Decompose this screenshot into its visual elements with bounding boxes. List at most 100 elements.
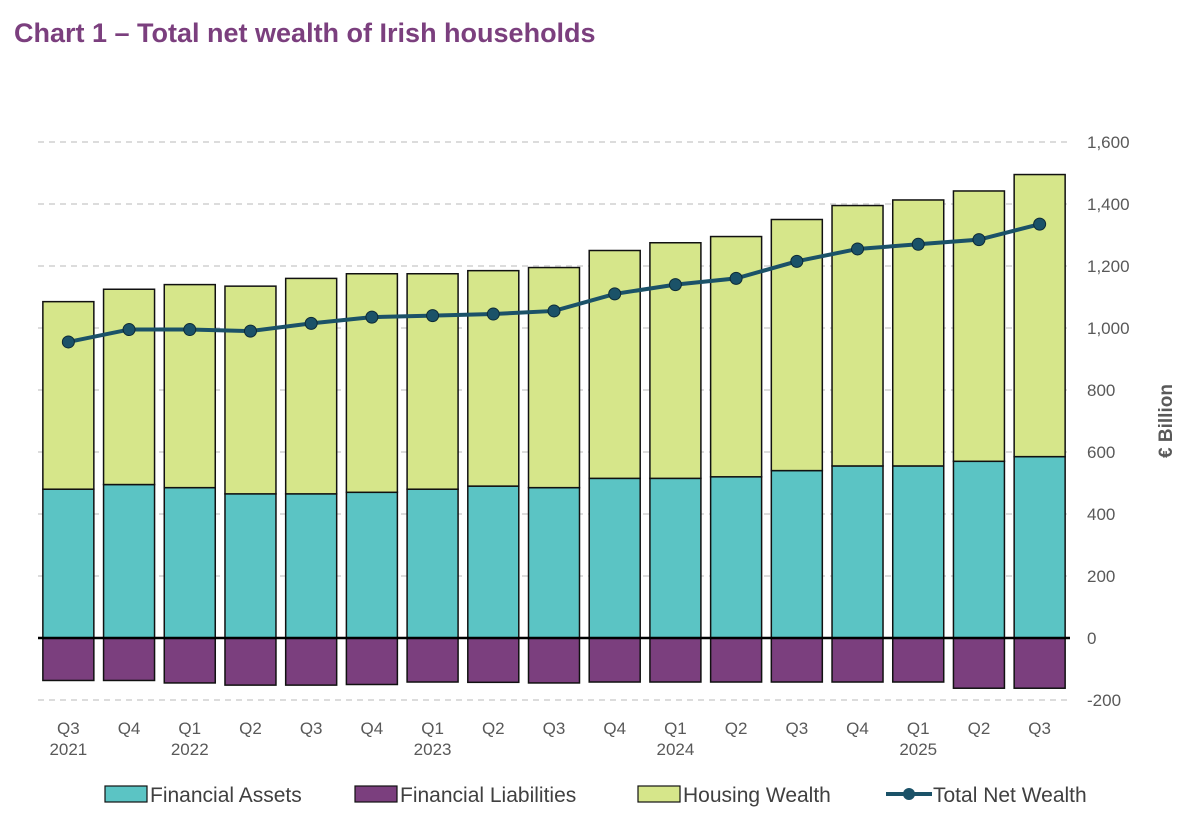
net-wealth-point: [790, 254, 804, 268]
y-tick-label: -200: [1087, 691, 1121, 710]
bar-financial-liabilities: [284, 637, 338, 686]
net-wealth-point: [608, 287, 622, 301]
legend-label-housing-wealth: Housing Wealth: [683, 784, 831, 807]
bar-housing-wealth: [406, 273, 459, 490]
bar-housing-wealth: [284, 277, 338, 495]
x-tick-label: Q3 2021: [49, 719, 87, 759]
legend: Financial Assets Financial Liabilities Hou…: [104, 784, 1087, 807]
bar-financial-liabilities: [467, 637, 520, 684]
net-wealth-point: [851, 242, 865, 256]
bar-financial-assets: [649, 477, 702, 639]
bar-financial-assets: [163, 486, 217, 639]
bar-financial-liabilities: [770, 637, 824, 683]
x-axis-ticks: Q3 2021 Q4 Q1 2022 Q2 Q3 Q4 Q1 2023 Q2 Q3 Q4 Q1 2024 Q2…: [49, 719, 1051, 759]
x-tick-label: Q2: [968, 719, 991, 738]
bar-housing-wealth: [163, 283, 217, 489]
y-tick-label: 800: [1087, 381, 1115, 400]
x-tick-label: Q1 2025: [899, 719, 937, 759]
net-wealth-point: [911, 237, 925, 251]
bar-financial-liabilities: [891, 637, 945, 683]
y-tick-label: 600: [1087, 443, 1115, 462]
x-tick-label: Q2: [239, 719, 262, 738]
net-wealth-point: [243, 324, 257, 338]
net-wealth-point: [547, 304, 561, 318]
bar-financial-assets: [527, 486, 581, 639]
legend-label-financial-assets: Financial Assets: [150, 784, 302, 807]
bar-financial-liabilities: [406, 637, 459, 683]
legend-label-total-net-wealth: Total Net Wealth: [933, 784, 1087, 807]
x-tick-label: Q1 2024: [656, 719, 694, 759]
bar-financial-assets: [770, 469, 824, 639]
bar-financial-liabilities: [345, 637, 399, 686]
net-wealth-point: [729, 271, 743, 285]
bar-financial-assets: [42, 488, 95, 639]
net-wealth-point: [972, 233, 986, 247]
net-wealth-point: [304, 316, 318, 330]
net-wealth-point: [426, 309, 440, 323]
bar-financial-assets: [891, 465, 945, 639]
bar-financial-liabilities: [102, 637, 156, 682]
y-tick-label: 1,600: [1087, 133, 1130, 152]
y-tick-label: 1,200: [1087, 257, 1130, 276]
x-tick-label: Q3: [785, 719, 808, 738]
bar-financial-liabilities: [224, 637, 277, 686]
y-axis-ticks: -200 0 200 400 600 800 1,000 1,200 1,400 1,600: [1087, 133, 1130, 710]
x-tick-label: Q4: [846, 719, 869, 738]
bar-housing-wealth: [527, 266, 581, 489]
x-tick-label: Q1 2022: [171, 719, 209, 759]
y-tick-label: 1,000: [1087, 319, 1130, 338]
net-wealth-point: [61, 335, 75, 349]
bar-housing-wealth: [649, 242, 702, 480]
bar-housing-wealth: [467, 269, 520, 487]
x-tick-label: Q3: [300, 719, 323, 738]
bar-financial-assets: [588, 477, 641, 639]
bar-financial-liabilities: [952, 637, 1006, 689]
bar-financial-assets: [1013, 455, 1066, 639]
bar-financial-assets: [467, 485, 520, 639]
x-tick-label: Q4: [361, 719, 384, 738]
bar-financial-liabilities: [42, 637, 95, 682]
y-tick-label: 0: [1087, 629, 1096, 648]
bar-financial-assets: [224, 493, 277, 639]
bar-financial-liabilities: [831, 637, 884, 683]
bar-housing-wealth: [42, 300, 95, 490]
legend-swatch-financial-liabilities: [354, 785, 398, 803]
net-wealth-point: [122, 323, 136, 337]
y-tick-label: 200: [1087, 567, 1115, 586]
bar-financial-assets: [709, 476, 763, 639]
net-wealth-point: [486, 307, 500, 321]
bar-housing-wealth: [224, 285, 277, 495]
bar-housing-wealth: [102, 288, 156, 486]
bars: [42, 173, 1066, 689]
bar-financial-assets: [102, 483, 156, 639]
y-tick-label: 400: [1087, 505, 1115, 524]
net-wealth-line: [61, 217, 1047, 349]
x-tick-label: Q1 2023: [414, 719, 452, 759]
bar-housing-wealth: [345, 273, 399, 494]
net-wealth-point: [365, 310, 379, 324]
x-tick-label: Q4: [118, 719, 141, 738]
bar-financial-liabilities: [649, 637, 702, 683]
bar-housing-wealth: [952, 190, 1006, 463]
net-wealth-point: [668, 278, 682, 292]
bar-financial-liabilities: [709, 637, 763, 683]
net-wealth-point: [183, 323, 197, 337]
bar-financial-assets: [345, 491, 399, 639]
legend-label-financial-liabilities: Financial Liabilities: [400, 784, 576, 807]
x-tick-label: Q3: [1028, 719, 1051, 738]
bar-financial-liabilities: [527, 637, 581, 684]
bar-financial-assets: [406, 488, 459, 639]
bar-financial-liabilities: [588, 637, 641, 683]
bar-financial-liabilities: [163, 637, 217, 684]
bar-financial-assets: [952, 460, 1006, 639]
x-tick-label: Q4: [603, 719, 626, 738]
bar-financial-assets: [284, 493, 338, 639]
net-wealth-point: [1033, 217, 1047, 231]
legend-marker-total-net-wealth: [903, 788, 915, 800]
bar-housing-wealth: [588, 249, 641, 480]
x-tick-label: Q2: [725, 719, 748, 738]
page-title: Chart 1 – Total net wealth of Irish hous…: [14, 18, 596, 48]
x-tick-label: Q3: [543, 719, 566, 738]
bar-financial-liabilities: [1013, 637, 1066, 689]
